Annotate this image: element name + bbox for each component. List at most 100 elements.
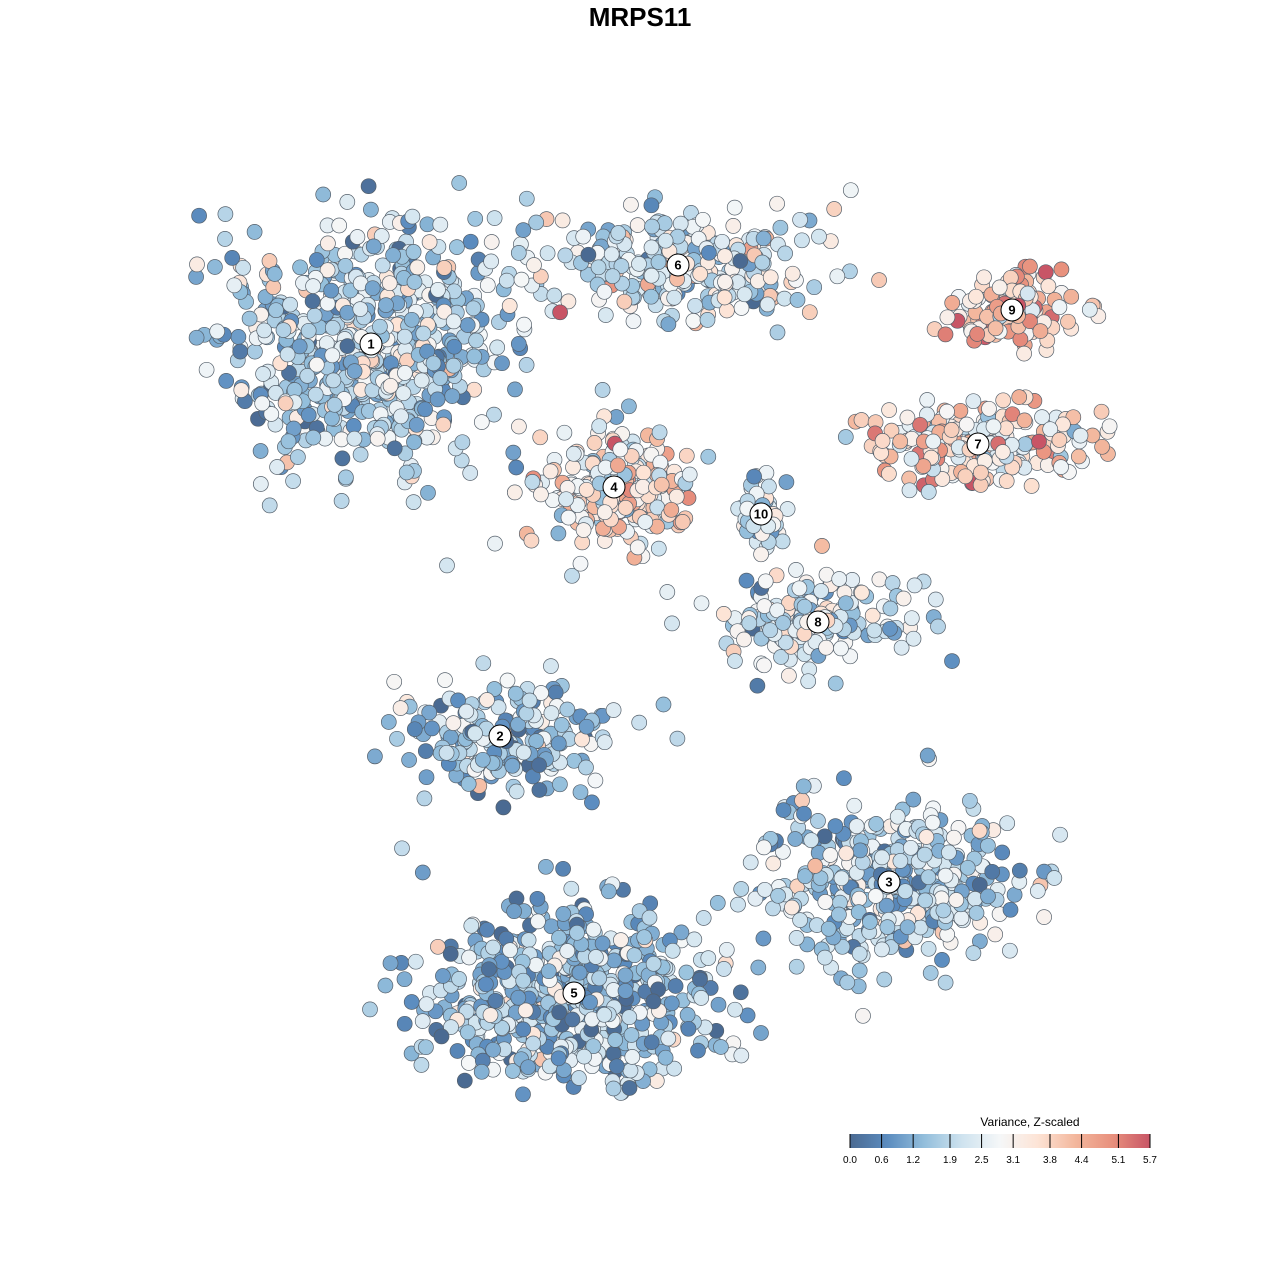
data-point (775, 802, 792, 818)
data-point (485, 1041, 501, 1058)
data-point (529, 890, 546, 907)
data-point (198, 361, 215, 378)
data-point (417, 743, 434, 759)
data-point (874, 433, 891, 449)
data-point (604, 268, 621, 285)
data-point (855, 1007, 871, 1024)
data-point (418, 769, 435, 786)
data-point (1053, 459, 1069, 475)
data-point (822, 847, 839, 863)
data-point (637, 514, 654, 530)
data-point (338, 469, 354, 486)
data-point (1019, 285, 1036, 302)
data-point (596, 504, 613, 521)
data-point (794, 792, 810, 809)
data-point (578, 481, 595, 498)
cluster-points-6 (483, 182, 887, 352)
data-point (607, 1032, 624, 1048)
data-point (803, 832, 820, 849)
data-point (879, 919, 896, 935)
data-point (733, 881, 750, 897)
data-point (778, 474, 795, 490)
data-point (392, 700, 409, 716)
data-point (893, 639, 910, 656)
data-point (905, 791, 922, 808)
data-point (693, 595, 710, 612)
data-point (319, 262, 336, 279)
data-point (775, 615, 791, 631)
data-point (438, 744, 455, 761)
data-point (792, 912, 808, 928)
data-point (555, 906, 572, 922)
colorbar-tick-label: 3.8 (1043, 1155, 1057, 1166)
data-point (300, 322, 317, 339)
data-point (307, 386, 324, 403)
data-point (265, 279, 282, 296)
data-point (953, 910, 970, 926)
data-point (616, 293, 633, 310)
data-point (406, 721, 423, 738)
data-point (501, 298, 518, 314)
data-point (482, 1007, 499, 1023)
data-point (499, 672, 516, 689)
data-point (487, 992, 504, 1009)
colorbar-title: Variance, Z-scaled (980, 1115, 1079, 1129)
data-point (600, 883, 617, 900)
data-point (643, 288, 659, 305)
data-point (382, 377, 399, 394)
data-point (897, 883, 914, 900)
data-point (788, 958, 805, 975)
data-point (605, 702, 622, 718)
data-point (532, 268, 549, 285)
data-point (610, 457, 626, 474)
data-point (528, 214, 545, 231)
data-point (606, 952, 622, 969)
data-point (516, 316, 532, 333)
data-point (578, 759, 594, 776)
data-point (937, 867, 954, 884)
data-point (833, 640, 849, 657)
data-point (811, 228, 827, 245)
data-point (753, 546, 769, 563)
data-point (337, 257, 354, 274)
data-point (651, 424, 668, 441)
data-point (690, 1042, 706, 1059)
data-point (479, 277, 496, 294)
data-point (255, 366, 271, 382)
data-point (732, 984, 749, 1001)
data-point (866, 622, 883, 639)
data-point (969, 326, 986, 342)
data-point (404, 208, 421, 225)
cluster-label-text: 4 (610, 480, 618, 495)
data-point (816, 828, 833, 845)
data-point (839, 974, 856, 991)
data-point (1094, 438, 1110, 455)
data-point (629, 539, 646, 556)
data-point (504, 757, 521, 774)
data-point (1051, 299, 1068, 316)
data-point (235, 259, 251, 276)
data-point (733, 1047, 750, 1064)
data-point (876, 971, 893, 988)
data-point (563, 880, 580, 897)
data-point (643, 197, 660, 214)
data-point (903, 450, 920, 467)
data-point (981, 400, 997, 417)
data-point (781, 667, 797, 684)
data-point (1037, 264, 1054, 281)
data-point (787, 831, 804, 847)
data-point (487, 535, 503, 552)
data-point (718, 941, 735, 958)
data-point (374, 257, 391, 274)
data-point (668, 488, 685, 505)
data-point (413, 1057, 430, 1073)
data-point (571, 964, 588, 981)
data-point (789, 292, 806, 308)
data-point (560, 293, 577, 310)
data-point (209, 323, 226, 340)
data-point (446, 338, 463, 355)
data-point (266, 266, 283, 282)
data-point (874, 849, 890, 866)
data-point (912, 416, 928, 433)
